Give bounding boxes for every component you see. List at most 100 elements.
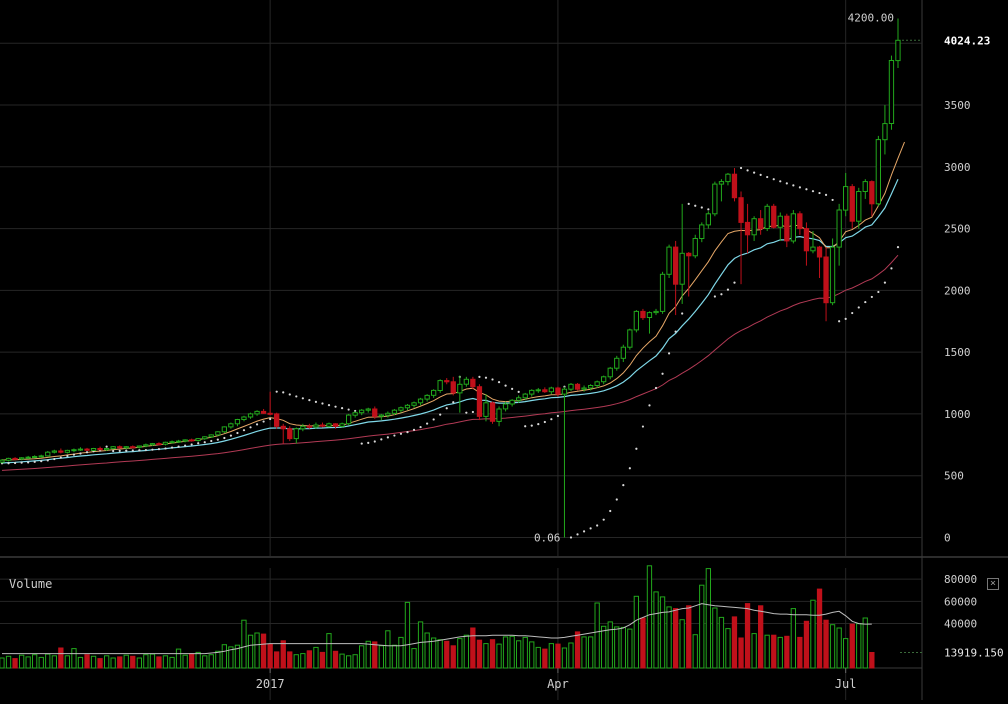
volume-bar[interactable] <box>856 623 862 669</box>
candle[interactable] <box>738 191 744 285</box>
volume-bar[interactable] <box>149 653 156 669</box>
candle[interactable] <box>444 378 450 385</box>
candle[interactable] <box>136 445 142 449</box>
candle[interactable] <box>247 412 254 419</box>
volume-bar[interactable] <box>784 635 790 669</box>
volume-bar[interactable] <box>699 584 705 669</box>
volume-bar[interactable] <box>208 654 214 669</box>
candle[interactable] <box>888 55 895 130</box>
candle[interactable] <box>149 442 156 447</box>
candle[interactable] <box>522 392 528 401</box>
candle[interactable] <box>123 446 129 450</box>
volume-bar[interactable] <box>313 646 319 669</box>
candle[interactable] <box>705 211 712 229</box>
candle[interactable] <box>496 406 502 427</box>
volume-bar[interactable] <box>496 643 502 669</box>
volume-bar[interactable] <box>267 643 273 669</box>
candle[interactable] <box>25 455 31 460</box>
volume-bar[interactable] <box>175 648 182 669</box>
candle[interactable] <box>568 383 574 392</box>
volume-bar[interactable] <box>346 655 352 669</box>
volume-bar[interactable] <box>718 616 725 669</box>
candle[interactable] <box>300 423 306 432</box>
volume-bar[interactable] <box>816 588 823 669</box>
candle[interactable] <box>829 238 836 306</box>
volume-bar[interactable] <box>104 655 110 669</box>
candle[interactable] <box>175 439 182 443</box>
volume-bar[interactable] <box>607 621 613 669</box>
volume-bar[interactable] <box>653 591 659 669</box>
price-panel[interactable] <box>0 18 905 539</box>
volume-bar[interactable] <box>457 638 463 669</box>
volume-bar[interactable] <box>548 643 555 669</box>
volume-bar[interactable] <box>568 642 574 669</box>
candle[interactable] <box>404 404 411 411</box>
volume-bar[interactable] <box>437 639 443 669</box>
candle[interactable] <box>758 210 764 235</box>
candle[interactable] <box>457 375 463 413</box>
volume-bar[interactable] <box>241 619 247 669</box>
candle[interactable] <box>424 394 430 402</box>
candle[interactable] <box>659 271 666 314</box>
volume-bar[interactable] <box>51 655 58 669</box>
candle[interactable] <box>470 376 476 390</box>
volume-bar[interactable] <box>300 653 306 669</box>
volume-bar[interactable] <box>221 644 227 669</box>
volume-bar[interactable] <box>522 636 528 669</box>
candle[interactable] <box>195 438 201 442</box>
volume-panel[interactable] <box>0 565 875 669</box>
volume-bar[interactable] <box>829 624 836 669</box>
volume-bar[interactable] <box>692 634 698 669</box>
candle[interactable] <box>751 216 757 241</box>
volume-bar[interactable] <box>319 651 326 669</box>
volume-bar[interactable] <box>123 654 129 669</box>
candle[interactable] <box>502 401 509 412</box>
volume-bar[interactable] <box>182 654 188 669</box>
volume-bar[interactable] <box>627 628 633 669</box>
candle[interactable] <box>189 438 195 442</box>
volume-bar[interactable] <box>215 650 221 669</box>
volume-bar[interactable] <box>77 656 84 669</box>
candle[interactable] <box>882 105 888 155</box>
volume-bar[interactable] <box>771 634 777 669</box>
candle[interactable] <box>431 389 437 398</box>
candle[interactable] <box>836 203 842 266</box>
candle[interactable] <box>574 383 581 391</box>
volume-bar[interactable] <box>0 657 5 669</box>
volume-bar[interactable] <box>476 639 483 669</box>
volume-bar[interactable] <box>646 565 653 669</box>
candle[interactable] <box>104 447 110 451</box>
candle[interactable] <box>110 446 116 450</box>
volume-bar[interactable] <box>391 644 398 669</box>
volume-bar[interactable] <box>751 633 757 669</box>
volume-bar[interactable] <box>725 628 731 669</box>
volume-bar[interactable] <box>117 656 123 669</box>
candle[interactable] <box>372 406 378 419</box>
volume-bar[interactable] <box>38 656 44 669</box>
volume-bar[interactable] <box>352 654 358 669</box>
volume-bar[interactable] <box>679 619 685 669</box>
volume-bar[interactable] <box>417 621 424 669</box>
volume-bar[interactable] <box>365 640 371 669</box>
candle[interactable] <box>51 449 58 454</box>
volume-bar[interactable] <box>411 648 417 669</box>
candle[interactable] <box>64 449 70 454</box>
candle[interactable] <box>313 422 319 429</box>
candle[interactable] <box>555 386 561 397</box>
volume-bar[interactable] <box>247 634 254 669</box>
volume-bar[interactable] <box>601 625 607 669</box>
candle[interactable] <box>221 426 227 434</box>
candle[interactable] <box>816 245 823 278</box>
volume-bar[interactable] <box>431 637 437 669</box>
candle[interactable] <box>790 210 797 244</box>
candle[interactable] <box>640 308 646 321</box>
volume-bar[interactable] <box>64 655 70 669</box>
volume-bar[interactable] <box>764 634 770 669</box>
volume-bar[interactable] <box>90 655 97 669</box>
candle[interactable] <box>241 415 247 422</box>
candle[interactable] <box>58 448 64 454</box>
candle[interactable] <box>483 394 489 422</box>
volume-bar[interactable] <box>790 608 797 669</box>
volume-bar[interactable] <box>673 608 679 669</box>
candle[interactable] <box>306 423 313 429</box>
